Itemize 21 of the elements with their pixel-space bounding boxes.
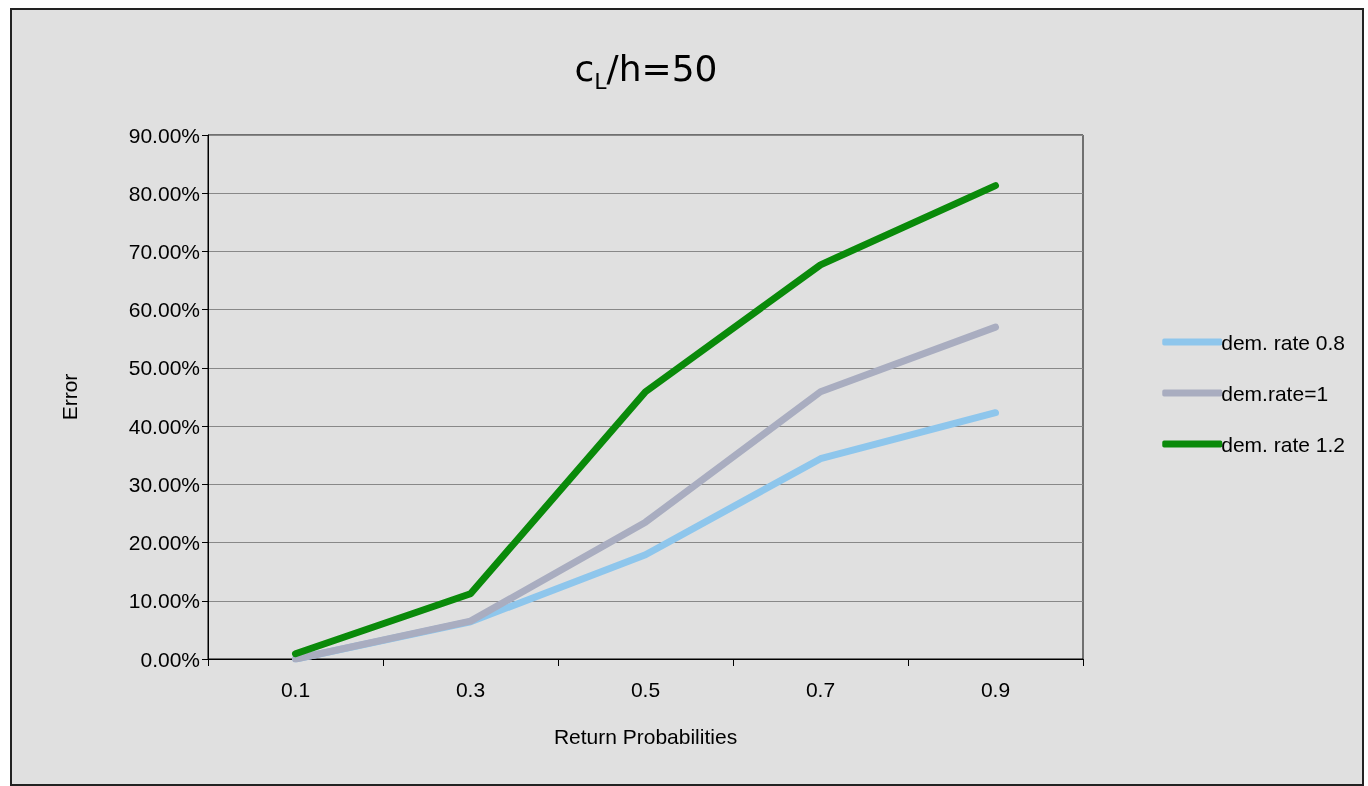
x-tick-label: 0.3 (455, 678, 486, 701)
x-tick-label: 0.9 (980, 678, 1011, 701)
x-tick-label: 0.5 (630, 678, 661, 701)
y-tick-label: 40.00% (128, 414, 200, 438)
y-axis-title: Error (58, 373, 81, 421)
x-axis-title: Return Probabilities (553, 725, 738, 748)
y-tick-label: 50.00% (128, 356, 200, 380)
legend-label: dem.rate=1 (1221, 381, 1329, 405)
y-tick-label: 90.00% (128, 123, 200, 147)
y-tick-label: 10.00% (128, 589, 200, 613)
y-tick-label: 20.00% (128, 531, 200, 555)
y-tick-label: 0.00% (140, 647, 200, 671)
y-tick-label: 60.00% (128, 298, 200, 322)
legend-label: dem. rate 0.8 (1221, 330, 1345, 354)
y-tick-label: 80.00% (128, 181, 200, 205)
y-tick-label: 70.00% (128, 239, 200, 263)
y-tick-label: 30.00% (128, 472, 200, 496)
x-tick-label: 0.1 (280, 678, 311, 701)
legend-label: dem. rate 1.2 (1221, 432, 1345, 456)
x-tick-label: 0.7 (805, 678, 836, 701)
chart-title: c$_{L}$/h=50 (573, 48, 719, 95)
